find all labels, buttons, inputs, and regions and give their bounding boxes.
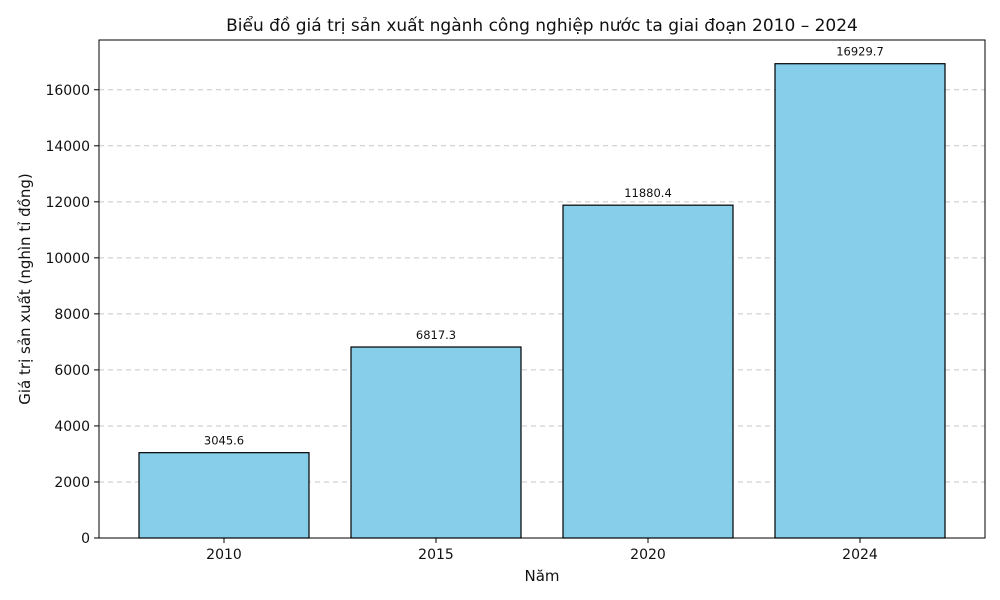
y-tick-label: 6000 [54, 363, 90, 379]
y-tick-label: 14000 [45, 139, 90, 155]
x-axis: 2010 2015 2020 2024 [206, 538, 878, 563]
plot-frame [98, 39, 986, 539]
bar-2010 [138, 452, 310, 539]
x-tick-label: 2015 [418, 547, 454, 563]
data-label: 11880.4 [624, 186, 672, 200]
x-axis-label: Năm [524, 567, 559, 585]
bar-2020 [562, 204, 734, 539]
bar-2024 [774, 63, 946, 539]
chart-title: Biểu đồ giá trị sản xuất ngành công nghi… [226, 15, 858, 36]
y-tick-label: 16000 [45, 83, 90, 99]
grid-lines [99, 89, 985, 483]
x-tick-label: 2010 [206, 547, 242, 563]
data-label: 3045.6 [204, 434, 244, 448]
x-tick-label: 2020 [630, 547, 666, 563]
y-tick-label: 10000 [45, 251, 90, 267]
data-labels: 3045.6 6817.3 11880.4 16929.7 [204, 45, 884, 448]
y-tick-label: 0 [81, 531, 90, 547]
x-tick-label: 2024 [842, 547, 878, 563]
bars [138, 63, 946, 539]
y-tick-label: 2000 [54, 475, 90, 491]
y-tick-label: 12000 [45, 195, 90, 211]
y-tick-label: 4000 [54, 419, 90, 435]
data-label: 6817.3 [416, 328, 456, 342]
bar-2015 [350, 346, 522, 539]
data-label: 16929.7 [836, 45, 884, 59]
y-axis: 0 2000 4000 6000 8000 10000 12000 14000 16000 [45, 83, 99, 547]
y-axis-label: Giá trị sản xuất (nghìn tỉ đồng) [16, 173, 34, 404]
y-tick-label: 8000 [54, 307, 90, 323]
